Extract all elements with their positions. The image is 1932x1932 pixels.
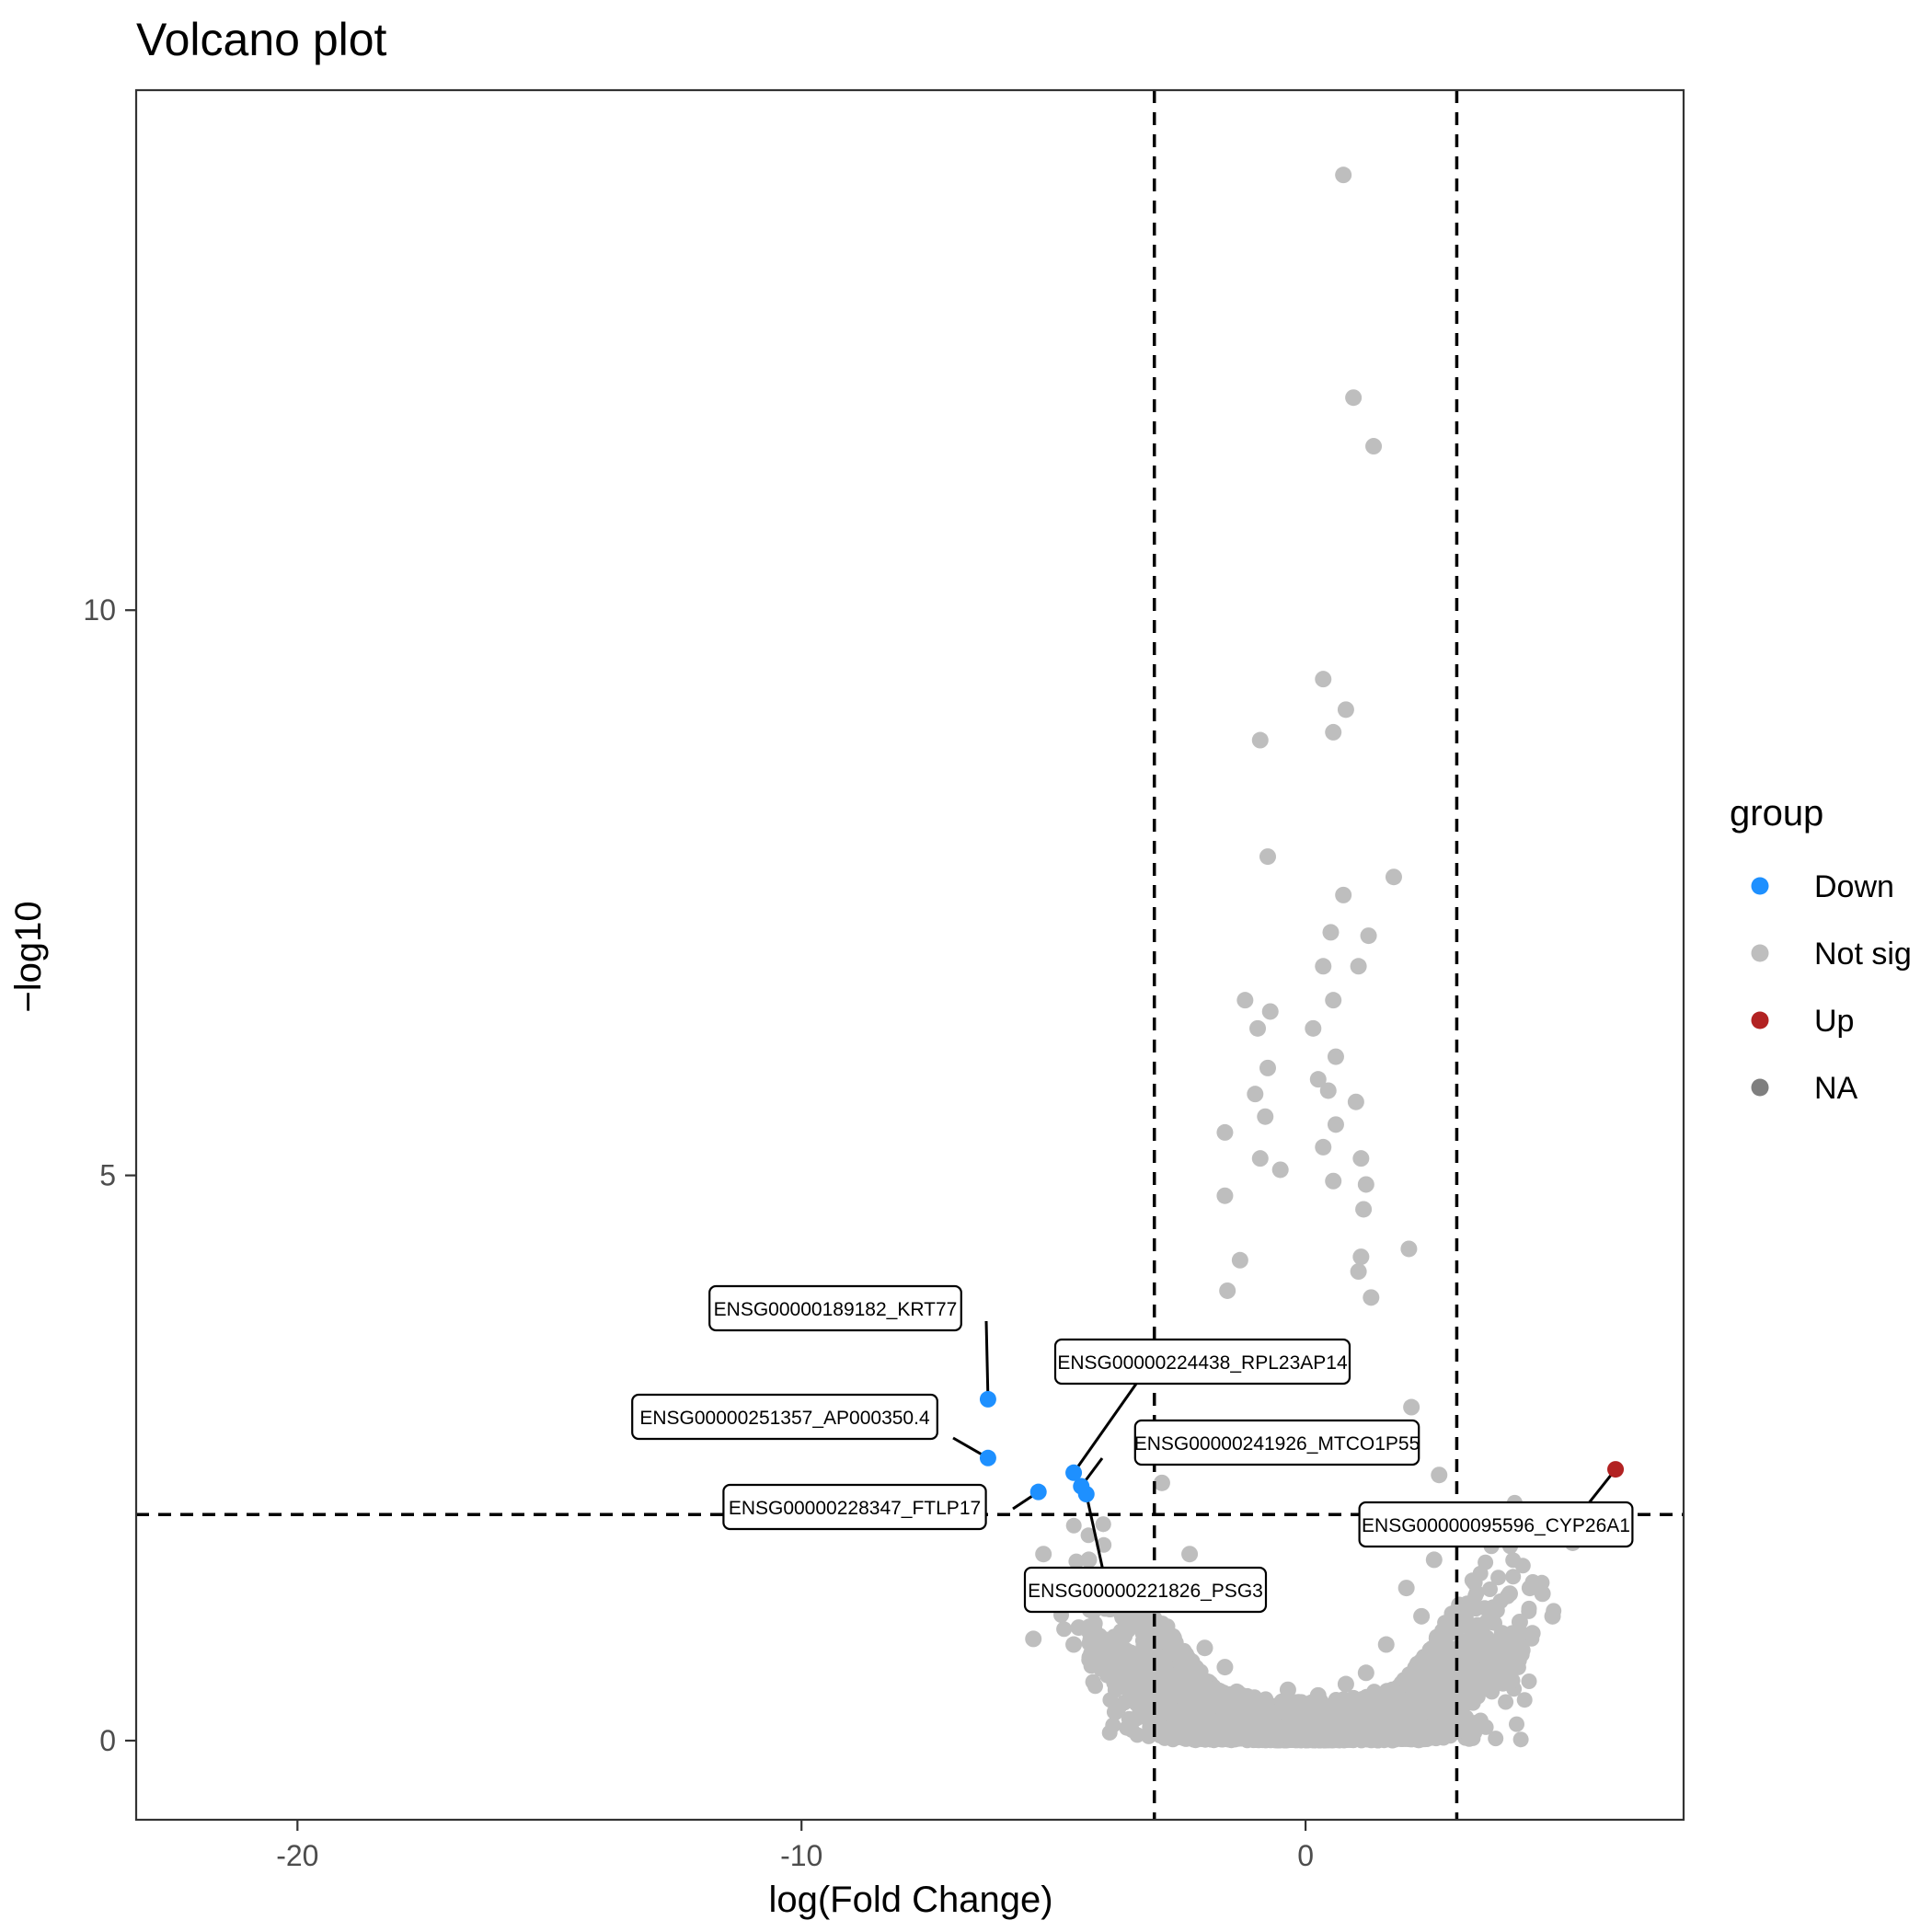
not-sig-point <box>1095 1516 1111 1533</box>
not-sig-point <box>1101 1724 1118 1741</box>
not-sig-point <box>1498 1694 1514 1710</box>
plot-inner <box>136 90 1684 1820</box>
not-sig-point <box>1512 1731 1529 1748</box>
not-sig-point <box>1394 1731 1410 1747</box>
not-sig-point <box>1056 1621 1073 1638</box>
not-sig-point <box>1421 1720 1438 1737</box>
not-sig-point <box>1482 1581 1498 1597</box>
not-sig-point <box>1445 1715 1461 1731</box>
not-sig-point <box>1488 1731 1504 1747</box>
not-sig-point <box>1514 1558 1531 1574</box>
not-sig-point <box>1428 1630 1444 1646</box>
not-sig-point <box>1509 1716 1524 1732</box>
not-sig-point <box>1490 1570 1507 1586</box>
chart-title: Volcano plot <box>136 14 387 65</box>
not-sig-point <box>1128 1611 1144 1627</box>
not-sig-point <box>1459 1713 1475 1730</box>
not-sig-point <box>1119 1719 1135 1736</box>
not-sig-point <box>1437 1615 1454 1631</box>
not-sig-point <box>1065 1517 1082 1534</box>
not-sig-point <box>1116 1695 1133 1711</box>
not-sig-point <box>1521 1603 1537 1619</box>
not-sig-point <box>1516 1692 1533 1708</box>
not-sig-point <box>1150 1722 1167 1739</box>
not-sig-point <box>1205 1731 1222 1748</box>
not-sig-point <box>1427 1642 1443 1659</box>
not-sig-point <box>1415 1651 1432 1668</box>
not-sig-point <box>1521 1673 1537 1689</box>
not-sig-point <box>1096 1536 1112 1553</box>
not-sig-point <box>1068 1553 1085 1570</box>
not-sig-point <box>1444 1645 1461 1662</box>
not-sig-point <box>1478 1554 1494 1570</box>
not-sig-cloud <box>1053 1494 1562 1749</box>
not-sig-point <box>1080 1527 1097 1544</box>
not-sig-point <box>1505 1569 1522 1585</box>
not-sig-point <box>1087 1678 1103 1695</box>
plot-area: ENSG00000189182_KRT77ENSG00000251357_AP0… <box>83 88 1685 1872</box>
not-sig-point <box>1139 1710 1156 1727</box>
